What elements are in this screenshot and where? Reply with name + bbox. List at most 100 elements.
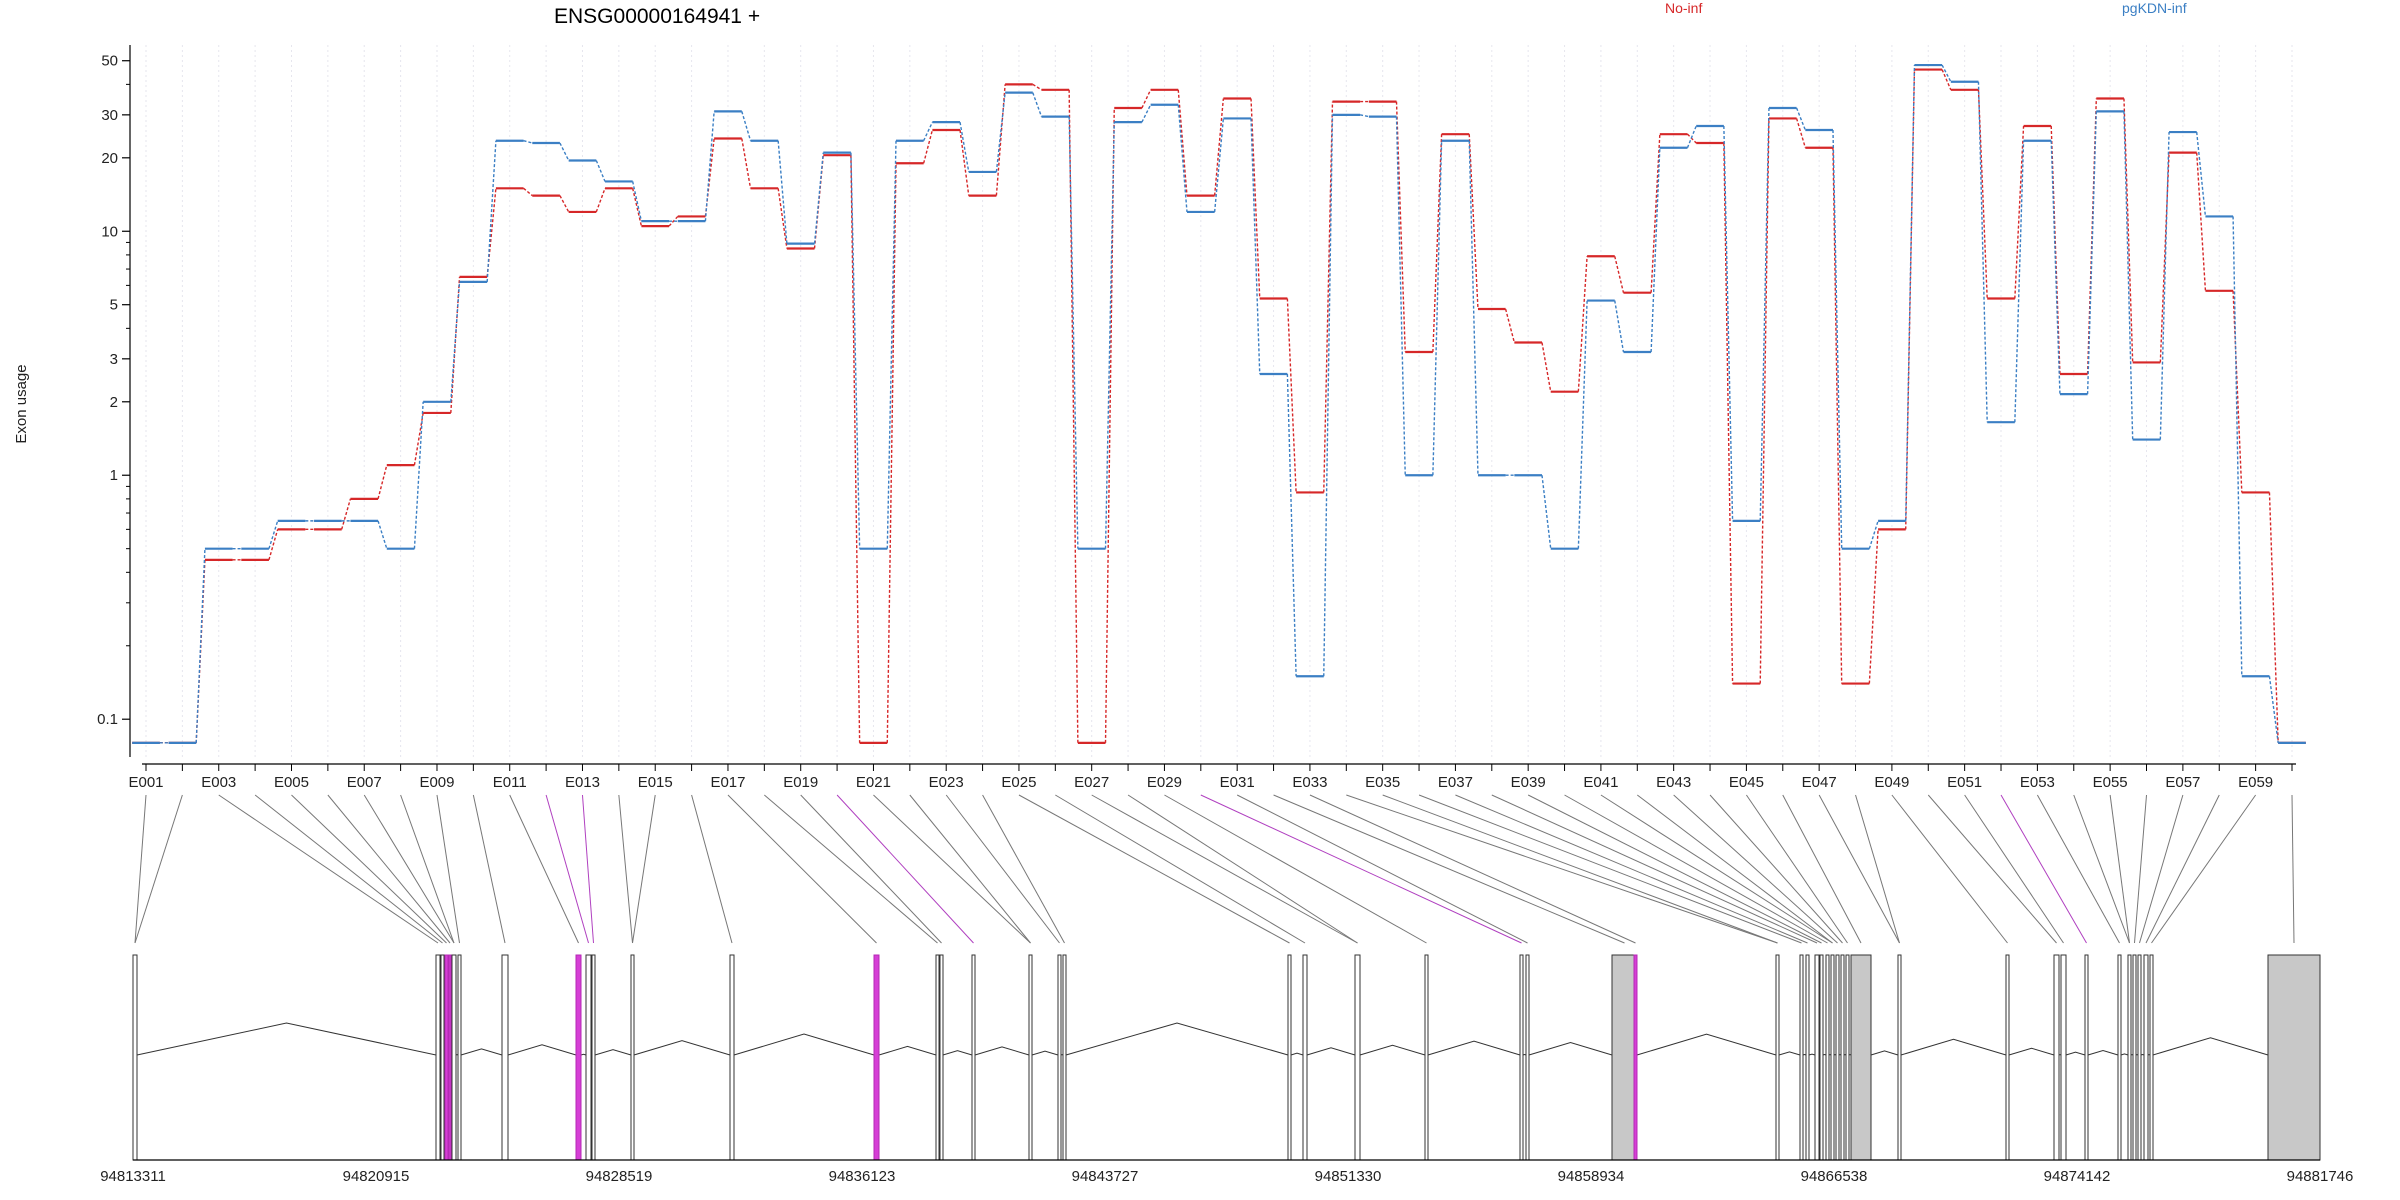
series-connector <box>2123 111 2134 440</box>
exon-connector <box>2134 794 2148 944</box>
series-connector <box>2014 125 2025 299</box>
series-connector <box>1395 116 1406 476</box>
series-connector <box>2196 152 2207 291</box>
coord-tick-label: 94843727 <box>1072 1168 1139 1185</box>
series-connector <box>1686 125 1697 148</box>
exon-connector <box>727 794 877 944</box>
exon-label: E021 <box>856 774 891 791</box>
series-connector <box>1213 118 1225 213</box>
intron-line <box>733 1033 875 1056</box>
series-connector <box>1504 308 1516 343</box>
exon-connector <box>2036 794 2120 944</box>
exon-box <box>1062 954 1067 1161</box>
exon-box <box>501 954 509 1161</box>
exon-label: E049 <box>1874 774 1909 791</box>
series-connector <box>1468 134 1479 310</box>
exon-box <box>585 954 592 1161</box>
exon-connector <box>1091 794 1358 944</box>
exon-box <box>1775 954 1780 1161</box>
highlighted-exon-box <box>448 954 452 1161</box>
series-connector <box>1941 64 1952 83</box>
exon-label: E041 <box>1583 774 1618 791</box>
exon-connector <box>632 794 656 944</box>
exon-box <box>451 954 457 1161</box>
coord-tick-label: 94836123 <box>829 1168 896 1185</box>
exon-connector <box>327 794 451 944</box>
series-connector <box>2232 290 2243 493</box>
exon-box <box>2084 954 2089 1161</box>
exon-connector <box>1745 794 1848 944</box>
exon-connector <box>800 794 942 944</box>
exon-box <box>2060 954 2067 1161</box>
series-connector <box>1250 118 1261 375</box>
exon-box <box>1814 954 1820 1161</box>
series-connector <box>886 163 897 743</box>
exon-connector <box>2109 794 2130 944</box>
series-connector <box>741 111 752 141</box>
intron-line <box>2065 1051 2086 1056</box>
exon-connector <box>836 794 974 944</box>
exon-connector <box>691 794 733 944</box>
series-connector <box>1213 98 1225 196</box>
series-connector <box>631 188 643 227</box>
series-connector <box>523 187 533 197</box>
series-connector <box>995 92 1006 173</box>
series-connector <box>886 140 897 549</box>
exon-box <box>1424 954 1429 1161</box>
intron-line <box>1306 1047 1356 1056</box>
series-connector <box>1032 83 1042 91</box>
series-connector <box>2268 676 2279 743</box>
intron-line <box>878 1045 937 1056</box>
series-connector <box>1614 256 1625 293</box>
series-connector <box>1868 520 1879 549</box>
exon-label: E057 <box>2165 774 2200 791</box>
series-connector <box>2123 98 2134 363</box>
series-connector <box>2196 131 2207 217</box>
series-connector <box>1323 114 1334 677</box>
intron-line <box>1808 1053 1816 1056</box>
series-connector <box>486 140 497 282</box>
exon-label: E007 <box>347 774 382 791</box>
exon-label: E033 <box>1292 774 1327 791</box>
exon-connector <box>472 794 506 944</box>
series-connector <box>1541 475 1552 549</box>
exon-connector <box>2000 794 2087 944</box>
exon-label: E045 <box>1729 774 1764 791</box>
series-connector <box>1395 101 1406 353</box>
exon-box <box>1611 954 1638 1161</box>
exon-connector <box>1382 794 1778 944</box>
exon-connector <box>2291 794 2295 944</box>
exon-box <box>729 954 735 1161</box>
exon-connector <box>1346 794 1778 944</box>
coord-tick-label: 94874142 <box>2044 1168 2111 1185</box>
coord-tick-label: 94820915 <box>343 1168 410 1185</box>
exon-label: E059 <box>2238 774 2273 791</box>
intron-line <box>1290 1052 1304 1056</box>
exon-label: E037 <box>1438 774 1473 791</box>
y-tick-label: 0.1 <box>97 711 118 728</box>
coord-tick-label: 94866538 <box>1801 1168 1868 1185</box>
exon-connector <box>1818 794 1900 944</box>
y-axis-label: Exon usage <box>13 364 30 443</box>
exon-label: E043 <box>1656 774 1691 791</box>
series-connector <box>2268 492 2279 743</box>
exon-connector <box>1200 794 1522 944</box>
series-connector <box>2086 111 2098 395</box>
exon-connector-lines <box>134 794 2295 944</box>
series-connector <box>1359 114 1369 118</box>
exon-connector <box>1636 794 1833 944</box>
y-tick-label: 5 <box>110 297 118 314</box>
series-connector <box>668 215 679 227</box>
series-connector <box>377 464 388 500</box>
series-connector <box>1541 342 1552 392</box>
series-connector <box>1141 89 1152 109</box>
series-connector <box>1432 140 1443 476</box>
exon-label: E035 <box>1365 774 1400 791</box>
series-connector <box>777 140 788 244</box>
series-connector <box>413 412 424 466</box>
series-connector <box>1177 104 1188 212</box>
series-connector <box>1286 373 1297 677</box>
exon-box <box>457 954 462 1161</box>
exon-connector <box>1927 794 2057 944</box>
series-connector <box>1104 122 1115 549</box>
